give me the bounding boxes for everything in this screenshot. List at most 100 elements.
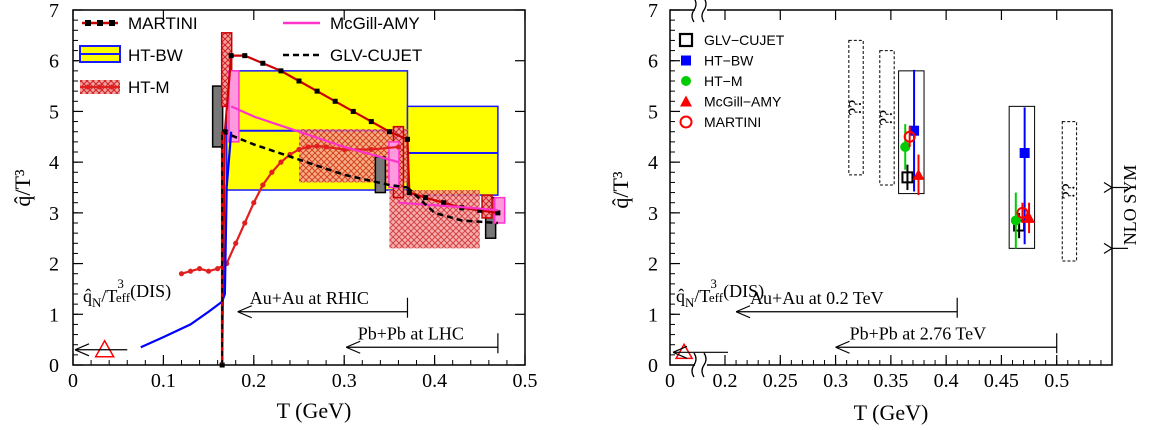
y-tick-label: 7 <box>49 0 59 22</box>
martini-marker <box>314 88 320 94</box>
legend-ht-m-marker <box>85 84 91 90</box>
martini-box-lhc <box>481 194 493 219</box>
martini-marker <box>495 210 501 216</box>
martini-marker <box>404 136 410 142</box>
ht-m-marker <box>314 143 320 149</box>
right-legend: GLV−CUJET HT−BW HT−M McGill−AMY MARTINI <box>678 32 785 130</box>
rhic-arrow-head <box>237 305 252 319</box>
legend-martini-label: MARTINI <box>128 14 198 33</box>
legend-ht-bw-label: HT−BW <box>704 53 754 69</box>
glv-box-mid <box>374 156 387 194</box>
ht-m-marker <box>323 144 329 150</box>
axis-break-gap <box>695 353 707 377</box>
rhic-label: Au+Au at 0.2 TeV <box>750 288 884 308</box>
right-panel: ?????? 0 0.2 0.25 0.3 0.35 0.4 0.45 0.5 0 1 2 3 4 5 6 7 T… <box>608 0 1140 425</box>
lhc-label: Pb+Pb at 2.76 TeV <box>850 323 987 343</box>
unknown-box-label: ?? <box>876 110 896 126</box>
martini-marker <box>260 60 266 66</box>
y-tick-label: 5 <box>648 101 658 123</box>
y-tick-label: 3 <box>648 203 658 225</box>
y-axis-title: q̂/T³ <box>608 171 633 209</box>
unknown-box-1 <box>879 50 895 186</box>
point-mcgill-amy <box>912 168 925 180</box>
point-mcgill-amy <box>1023 211 1036 223</box>
point-ht-bw <box>909 125 920 136</box>
point-ht-bw <box>1019 148 1030 159</box>
martini-marker <box>386 129 392 135</box>
series-mcgill-amy <box>230 105 399 164</box>
ht-m-marker <box>251 200 257 206</box>
legend-mcgill-amy-label: McGill−AMY <box>704 94 782 110</box>
rhic-label: Au+Au at RHIC <box>250 288 369 308</box>
legend-ht-m-marker <box>681 76 691 86</box>
y-tick-label: 2 <box>648 254 658 276</box>
range-box-0 <box>898 70 925 195</box>
series-mcgill-amy-high-t <box>398 201 498 212</box>
legend-ht-m-marker <box>109 84 115 90</box>
y-tick-label: 7 <box>648 0 658 22</box>
point-glv-cujet <box>901 171 914 184</box>
martini-marker <box>350 108 356 114</box>
x-tick-label: 0 <box>665 370 675 392</box>
lhc-arrow-head <box>345 340 361 354</box>
legend-ht-m-marker <box>97 84 103 90</box>
x-axis-title: T (GeV) <box>277 398 352 423</box>
x-tick-label: 0.1 <box>151 370 176 392</box>
series-glv-cujet <box>221 130 408 189</box>
x-tick-label: 0.5 <box>513 370 538 392</box>
y-tick-label: 1 <box>648 304 658 326</box>
series-blue-curve <box>140 131 233 349</box>
y-tick-label: 0 <box>49 355 59 377</box>
nlo-sym-label: NLO SYM <box>1120 165 1140 246</box>
ht-m-marker <box>278 159 284 165</box>
x-tick-label: 0.4 <box>422 370 447 392</box>
x-tick-label: 0.25 <box>763 370 798 392</box>
point-martini <box>1016 206 1029 219</box>
martini-marker <box>406 190 412 196</box>
x-tick-label: 0.35 <box>873 370 908 392</box>
y-tick-label: 4 <box>49 152 59 174</box>
unknown-box-0 <box>848 39 864 176</box>
martini-marker <box>423 195 429 201</box>
legend-martini-marker <box>85 20 91 26</box>
ht-m-marker <box>269 169 275 175</box>
dis-label: q̂N/T3 eff(DIS) <box>83 276 171 310</box>
x-tick-label: 0 <box>68 370 78 392</box>
ht-m-marker <box>215 266 221 272</box>
ht-m-marker <box>233 240 239 246</box>
x-tick-label: 0.5 <box>1044 370 1069 392</box>
left-legend: MARTINI HT-BW HT-M McGill-AMY GLV-CUJET <box>79 14 422 97</box>
x-axis-title: T (GeV) <box>854 400 929 425</box>
unknown-box-label: ?? <box>845 100 865 116</box>
amy-box-mid <box>388 141 400 189</box>
legend-martini-marker <box>97 20 103 26</box>
axis-break-gap <box>695 0 707 22</box>
y-axis-title: q̂/T³ <box>10 169 35 207</box>
martini-marker <box>441 200 447 206</box>
series-glv-cujet-high-t <box>406 186 498 225</box>
legend-ht-m-label: HT−M <box>704 73 743 89</box>
glv-box-rhic <box>211 85 224 148</box>
left-axes-frame <box>72 9 526 366</box>
legend-ht-m-label: HT-M <box>128 78 170 97</box>
martini-marker <box>228 53 234 59</box>
point-martini <box>903 130 916 143</box>
legend-martini-marker <box>109 20 115 26</box>
lhc-label: Pb+Pb at LHC <box>358 323 464 343</box>
axis-break-mark <box>691 0 697 23</box>
ht-m-marker <box>242 220 248 226</box>
left-panel: 0 0.1 0.2 0.3 0.4 0.5 0 1 2 3 4 5 6 7 T (GeV) q̂/T³ MART… <box>10 0 538 423</box>
axis-break-mark <box>691 352 697 378</box>
martini-marker <box>242 53 248 59</box>
nlo-arrow-head <box>1103 181 1113 194</box>
legend-glv-cujet-label: GLV−CUJET <box>704 32 785 48</box>
ht-m-marker <box>395 144 402 150</box>
ht-m-marker <box>196 266 203 272</box>
martini-marker <box>368 119 374 125</box>
x-tick-label: 0.2 <box>241 370 266 392</box>
ht-m-band-1 <box>389 190 480 249</box>
legend-mcgill-amy-marker <box>680 95 692 107</box>
legend-amy-label: McGill-AMY <box>330 14 420 33</box>
